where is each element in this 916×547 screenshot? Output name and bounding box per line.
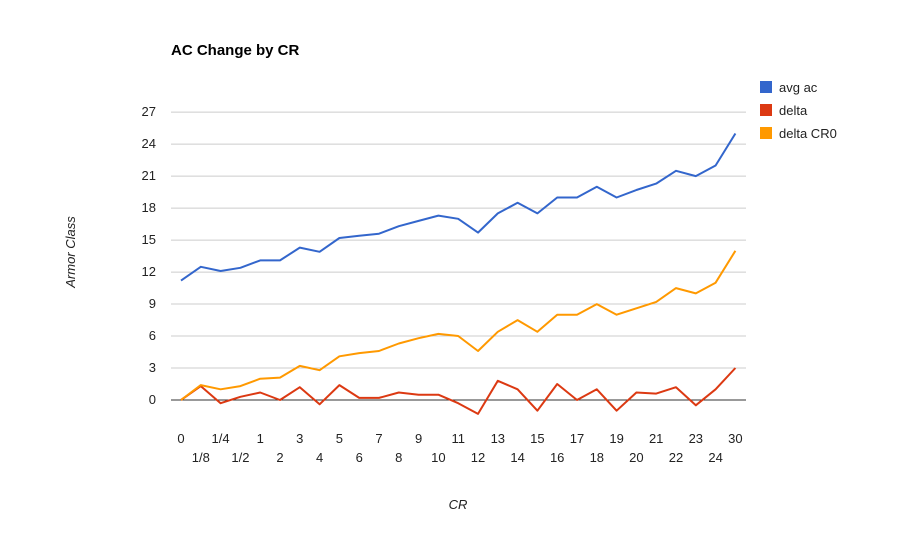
x-tick-label: 6	[356, 450, 363, 465]
y-tick-label: 21	[142, 168, 156, 183]
x-tick-label: 5	[336, 431, 343, 446]
x-tick-label: 22	[669, 450, 683, 465]
x-axis-title: CR	[449, 497, 468, 512]
legend-label-delta-cr0[interactable]: delta CR0	[779, 126, 837, 141]
legend-swatch-delta	[760, 104, 772, 116]
y-tick-label: 27	[142, 104, 156, 119]
legend-label-avg-ac[interactable]: avg ac	[779, 80, 818, 95]
x-tick-label: 15	[530, 431, 544, 446]
x-tick-label: 1/2	[231, 450, 249, 465]
y-tick-label: 15	[142, 232, 156, 247]
legend[interactable]: avg ac delta delta CR0	[760, 80, 837, 141]
y-tick-label: 24	[142, 136, 156, 151]
legend-swatch-delta-cr0	[760, 127, 772, 139]
x-tick-label: 19	[609, 431, 623, 446]
x-tick-label: 1/8	[192, 450, 210, 465]
x-tick-label: 16	[550, 450, 564, 465]
x-tick-label: 7	[375, 431, 382, 446]
x-tick-label: 4	[316, 450, 323, 465]
legend-swatch-avg-ac	[760, 81, 772, 93]
y-tick-label: 6	[149, 328, 156, 343]
y-tick-label: 12	[142, 264, 156, 279]
x-tick-label: 10	[431, 450, 445, 465]
legend-label-delta[interactable]: delta	[779, 103, 808, 118]
x-tick-label: 18	[590, 450, 604, 465]
x-tick-label: 3	[296, 431, 303, 446]
series-line-delta-cr0	[180, 250, 737, 401]
x-tick-label: 2	[276, 450, 283, 465]
y-tick-label: 18	[142, 200, 156, 215]
x-tick-label: 8	[395, 450, 402, 465]
x-tick-label: 20	[629, 450, 643, 465]
y-tick-label: 0	[149, 392, 156, 407]
x-tick-label: 11	[451, 431, 465, 446]
x-tick-label: 13	[491, 431, 505, 446]
series-line-delta	[180, 367, 737, 415]
x-tick-label: 1	[257, 431, 264, 446]
x-tick-label: 14	[510, 450, 524, 465]
x-tick-labels: 01/81/41/2123456789101112131415161718192…	[177, 431, 742, 465]
x-tick-label: 1/4	[212, 431, 230, 446]
y-tick-labels: 0 3 6 9 12 15 18 21 24 27	[142, 104, 156, 407]
x-tick-label: 30	[728, 431, 742, 446]
series-lines	[180, 132, 737, 415]
y-tick-label: 9	[149, 296, 156, 311]
x-tick-label: 24	[708, 450, 722, 465]
x-tick-label: 9	[415, 431, 422, 446]
chart-title: AC Change by CR	[171, 42, 300, 59]
x-tick-label: 23	[689, 431, 703, 446]
series-line-avg-ac	[180, 132, 737, 282]
y-axis-title: Armor Class	[63, 216, 78, 289]
x-tick-label: 12	[471, 450, 485, 465]
y-tick-label: 3	[149, 360, 156, 375]
grid	[171, 111, 746, 401]
x-tick-label: 21	[649, 431, 663, 446]
x-tick-label: 17	[570, 431, 584, 446]
x-tick-label: 0	[177, 431, 184, 446]
